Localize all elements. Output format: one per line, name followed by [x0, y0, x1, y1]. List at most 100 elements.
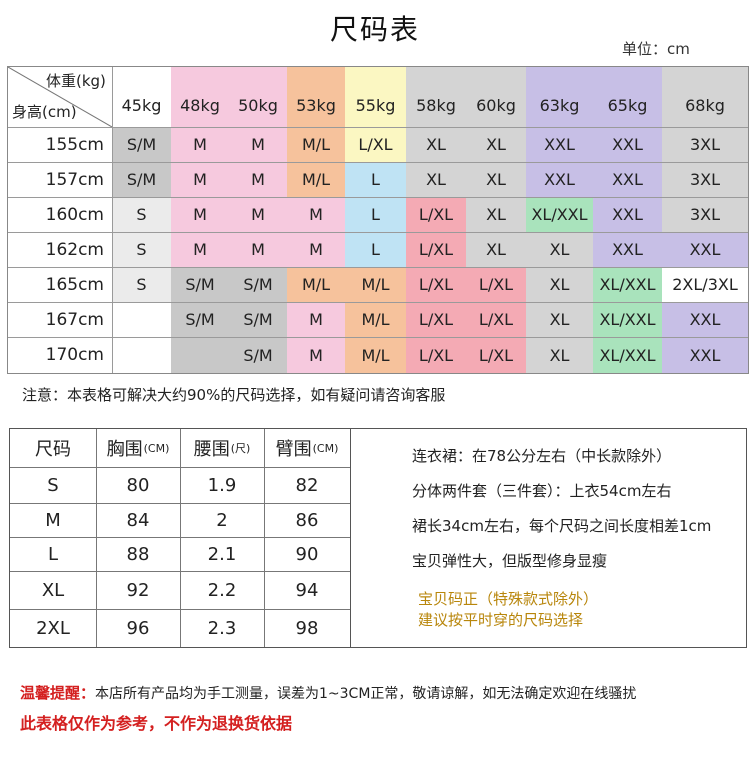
- measure-cell: 2XL: [36, 617, 70, 639]
- measure-cell: 82: [295, 474, 319, 496]
- size-cell: XXL: [593, 127, 662, 162]
- measure-cell: 2.1: [207, 543, 237, 565]
- size-cell: M/L: [287, 267, 345, 302]
- weight-header: 50kg: [229, 67, 287, 127]
- size-cell: M/L: [345, 267, 406, 302]
- info-suggest: 建议按平时穿的尺码选择: [418, 611, 584, 629]
- weight-header: 68kg: [662, 67, 748, 127]
- grid-row-divider: [8, 302, 748, 303]
- grid-row-divider: [8, 162, 748, 163]
- size-cell: XL/XXL: [526, 197, 593, 232]
- size-cell: 3XL: [662, 162, 748, 197]
- grid-row-divider: [8, 267, 748, 268]
- height-label: 167cm: [8, 302, 112, 337]
- weight-header: 63kg: [526, 67, 593, 127]
- weight-header: 53kg: [287, 67, 345, 127]
- size-cell: M/L: [287, 162, 345, 197]
- corner-diagonal: [8, 67, 112, 127]
- size-cell: XXL: [526, 127, 593, 162]
- measure-cell: 1.9: [207, 474, 237, 496]
- measure-cell: 94: [295, 579, 319, 601]
- size-cell: 3XL: [662, 127, 748, 162]
- info-elastic: 宝贝弹性大，但版型修身显瘦: [412, 552, 608, 570]
- size-cell: L/XL: [466, 267, 526, 302]
- info-true-size: 宝贝码正（特殊款式除外）: [418, 590, 599, 608]
- size-cell: M: [229, 197, 287, 232]
- size-cell: XXL: [662, 232, 748, 267]
- measure-cell: XL: [41, 579, 65, 601]
- measure-cell: 90: [295, 543, 319, 565]
- size-cell: S/M: [229, 337, 287, 373]
- size-cell: XXL: [662, 302, 748, 337]
- size-grid: XXL XL/XXL XL L/XL L/XL M/L M S/M 170cm XXL XL/XXL…: [7, 66, 749, 374]
- size-cell: S/M: [171, 267, 229, 302]
- height-label: 162cm: [8, 232, 112, 267]
- size-cell: S/M: [229, 302, 287, 337]
- size-cell: XL: [526, 302, 593, 337]
- unit-label: 单位：cm: [622, 40, 690, 58]
- size-cell: M/L: [345, 302, 406, 337]
- measure-col-divider: [180, 429, 181, 647]
- height-label: 165cm: [8, 267, 112, 302]
- size-cell: S/M: [112, 162, 171, 197]
- warm-reminder-label: 温馨提醒：: [20, 684, 96, 702]
- size-cell: M: [229, 162, 287, 197]
- size-cell: L/XL: [466, 337, 526, 373]
- size-cell: M: [171, 232, 229, 267]
- size-cell: S: [112, 232, 171, 267]
- measure-col-divider: [264, 429, 265, 647]
- size-cell: XXL: [593, 232, 662, 267]
- size-cell: M/L: [287, 127, 345, 162]
- warm-reminder-text: 本店所有产品均为手工测量，误差为1~3CM正常，敬请谅解，如无法确定欢迎在线骚扰: [95, 686, 637, 702]
- info-dress-length: 连衣裙：在78公分左右（中长款除外）: [412, 447, 672, 465]
- weight-header: 58kg: [406, 67, 466, 127]
- weight-header: 48kg: [171, 67, 229, 127]
- size-cell: M: [287, 197, 345, 232]
- size-cell: L/XL: [406, 197, 466, 232]
- size-cell: L: [345, 232, 406, 267]
- size-cell: S/M: [171, 302, 229, 337]
- size-cell: XL: [466, 162, 526, 197]
- size-cell: M: [229, 127, 287, 162]
- size-cell: L/XL: [406, 267, 466, 302]
- measure-col-divider: [96, 429, 97, 647]
- weight-header: 65kg: [593, 67, 662, 127]
- size-cell: M: [171, 197, 229, 232]
- size-cell: XL/XXL: [593, 337, 662, 373]
- measure-cell: 96: [126, 617, 150, 639]
- size-cell: L/XL: [406, 337, 466, 373]
- size-cell: XL: [526, 267, 593, 302]
- grid-row-divider: [8, 337, 748, 338]
- size-cell: L/XL: [345, 127, 406, 162]
- size-cell: M: [287, 337, 345, 373]
- size-cell: [112, 337, 171, 373]
- grid-col-divider: [112, 67, 113, 373]
- measure-cell: 2: [216, 509, 228, 531]
- size-cell: [112, 302, 171, 337]
- measure-cell: M: [45, 509, 61, 531]
- measure-cell: 86: [295, 509, 319, 531]
- size-cell: M: [287, 302, 345, 337]
- size-cell: M: [287, 232, 345, 267]
- size-cell: L: [345, 197, 406, 232]
- size-cell: XL: [406, 162, 466, 197]
- grid-row-divider: [8, 232, 748, 233]
- grid-row-divider: [8, 197, 748, 198]
- size-cell: S/M: [229, 267, 287, 302]
- measure-cell: L: [47, 543, 59, 565]
- height-label: 157cm: [8, 162, 112, 197]
- measurement-table: 尺码 胸围 (CM) 腰围 (尺) 臂围 (CM) S 80 1.9 82 M 84 2 86 L 88 2.1 9…: [9, 428, 351, 648]
- size-cell: L/XL: [406, 302, 466, 337]
- measure-cell: 98: [295, 617, 319, 639]
- size-cell: XXL: [593, 197, 662, 232]
- measure-cell: 2.3: [207, 617, 237, 639]
- weight-header: 45kg: [112, 67, 171, 127]
- size-note: 注意：本表格可解决大约90%的尺码选择，如有疑问请咨询客服: [22, 386, 446, 404]
- corner-weight-label: 体重(kg): [46, 72, 106, 90]
- height-label: 155cm: [8, 127, 112, 162]
- size-cell: XXL: [662, 337, 748, 373]
- size-cell: L: [345, 162, 406, 197]
- size-cell: M: [171, 127, 229, 162]
- measure-cell: 84: [126, 509, 150, 531]
- weight-header: 55kg: [345, 67, 406, 127]
